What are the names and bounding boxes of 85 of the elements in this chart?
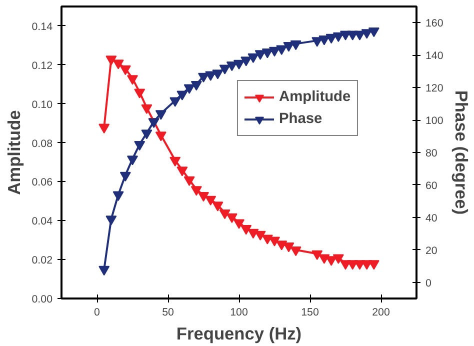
- point: [269, 236, 280, 246]
- point: [326, 34, 337, 44]
- y-tick-label: 0.08: [32, 138, 53, 150]
- point: [269, 46, 280, 57]
- point: [368, 27, 380, 38]
- point: [112, 60, 124, 70]
- y-tick-label: 0.04: [32, 216, 53, 228]
- point: [198, 192, 209, 202]
- point: [354, 30, 366, 40]
- point: [318, 254, 330, 264]
- point: [361, 29, 372, 39]
- point: [212, 202, 224, 212]
- x-tick-label: 150: [301, 306, 319, 318]
- point: [98, 266, 110, 276]
- point: [127, 75, 138, 85]
- y2-tick-label: 100: [426, 115, 444, 128]
- point: [190, 186, 202, 196]
- point: [248, 228, 259, 239]
- y-tick-label: 0.14: [32, 20, 53, 33]
- point: [290, 246, 302, 256]
- point: [248, 53, 259, 64]
- point: [234, 219, 244, 229]
- y2-axis-title: Phase (degree): [451, 90, 472, 215]
- point: [254, 230, 266, 241]
- y-axis-title: Amplitude: [4, 110, 24, 195]
- point: [312, 250, 323, 260]
- point: [134, 141, 146, 151]
- point: [226, 62, 238, 72]
- point: [226, 213, 238, 224]
- y2-tick-label: 60: [426, 180, 438, 192]
- point: [170, 156, 181, 167]
- point: [155, 132, 166, 142]
- point: [155, 110, 166, 120]
- point: [368, 260, 380, 270]
- x-tick-label: 100: [230, 306, 248, 318]
- point: [98, 124, 110, 134]
- point: [326, 256, 337, 266]
- point: [262, 48, 273, 58]
- y2-tick-label: 120: [426, 82, 444, 95]
- y-tick-label: 0.00: [32, 294, 53, 306]
- point: [283, 242, 294, 252]
- point: [240, 225, 252, 235]
- point: [127, 156, 138, 166]
- point: [120, 172, 131, 182]
- point: [219, 64, 230, 74]
- point: [198, 72, 209, 83]
- point: [141, 130, 152, 140]
- point: [234, 60, 244, 70]
- point: [176, 90, 188, 100]
- point: [184, 176, 195, 186]
- y2-tick-label: 160: [426, 18, 444, 30]
- y-tick-label: 0.10: [32, 98, 53, 111]
- point: [205, 196, 216, 206]
- point: [240, 56, 252, 66]
- point: [212, 70, 224, 80]
- legend-label: Phase: [279, 111, 322, 127]
- point: [184, 84, 195, 94]
- point: [112, 191, 124, 201]
- point: [141, 104, 152, 114]
- legend-label: Amplitude: [279, 89, 351, 105]
- point: [276, 240, 288, 250]
- point: [170, 97, 181, 107]
- point: [190, 80, 202, 91]
- point: [254, 50, 266, 60]
- point: [219, 209, 230, 220]
- point: [276, 45, 288, 55]
- y-tick-label: 0.12: [32, 60, 53, 72]
- point: [106, 216, 117, 226]
- point: [332, 254, 344, 264]
- x-tick-label: 0: [94, 306, 100, 318]
- point: [134, 88, 146, 98]
- y2-tick-label: 40: [426, 212, 438, 224]
- point: [120, 65, 131, 76]
- y2-tick-label: 20: [426, 244, 438, 257]
- point: [106, 56, 117, 66]
- y2-tick-label: 0: [426, 277, 432, 290]
- x-tick-label: 200: [372, 306, 390, 318]
- point: [290, 40, 302, 50]
- x-axis-title: Frequency (Hz): [176, 324, 302, 344]
- y-tick-label: 0.02: [32, 254, 53, 267]
- x-tick-label: 50: [162, 306, 174, 318]
- y-tick-label: 0.06: [32, 176, 53, 189]
- point: [176, 166, 188, 176]
- y2-tick-label: 140: [426, 50, 444, 62]
- y2-tick-label: 80: [426, 148, 438, 160]
